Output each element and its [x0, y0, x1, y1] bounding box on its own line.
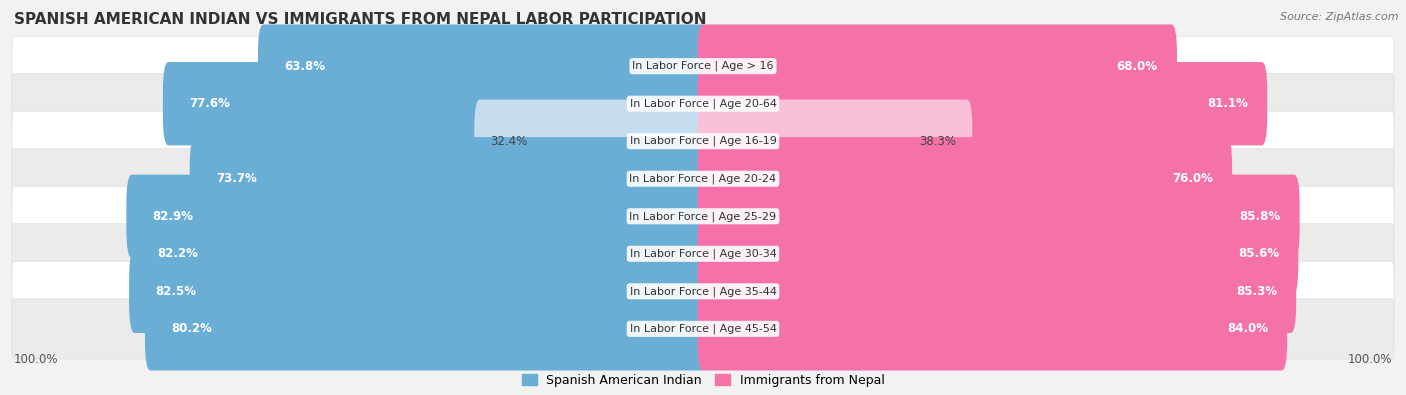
- Legend: Spanish American Indian, Immigrants from Nepal: Spanish American Indian, Immigrants from…: [516, 369, 890, 392]
- Text: 81.1%: 81.1%: [1208, 97, 1249, 110]
- Text: 85.6%: 85.6%: [1237, 247, 1279, 260]
- Text: 82.9%: 82.9%: [152, 210, 194, 223]
- Text: 82.2%: 82.2%: [157, 247, 198, 260]
- FancyBboxPatch shape: [697, 175, 1299, 258]
- Text: In Labor Force | Age 25-29: In Labor Force | Age 25-29: [630, 211, 776, 222]
- FancyBboxPatch shape: [697, 100, 973, 183]
- FancyBboxPatch shape: [13, 299, 1393, 359]
- Text: 68.0%: 68.0%: [1116, 60, 1157, 73]
- FancyBboxPatch shape: [13, 111, 1393, 171]
- Text: 76.0%: 76.0%: [1173, 172, 1213, 185]
- FancyBboxPatch shape: [697, 250, 1296, 333]
- FancyBboxPatch shape: [13, 36, 1393, 96]
- FancyBboxPatch shape: [163, 62, 709, 145]
- Text: SPANISH AMERICAN INDIAN VS IMMIGRANTS FROM NEPAL LABOR PARTICIPATION: SPANISH AMERICAN INDIAN VS IMMIGRANTS FR…: [14, 12, 707, 27]
- Text: In Labor Force | Age 16-19: In Labor Force | Age 16-19: [630, 136, 776, 147]
- Text: 63.8%: 63.8%: [284, 60, 325, 73]
- Text: In Labor Force | Age 35-44: In Labor Force | Age 35-44: [630, 286, 776, 297]
- FancyBboxPatch shape: [13, 186, 1393, 246]
- FancyBboxPatch shape: [13, 73, 1393, 134]
- Text: In Labor Force | Age 20-24: In Labor Force | Age 20-24: [630, 173, 776, 184]
- Text: 77.6%: 77.6%: [188, 97, 231, 110]
- Text: 100.0%: 100.0%: [1347, 353, 1392, 366]
- FancyBboxPatch shape: [474, 100, 709, 183]
- Text: 80.2%: 80.2%: [172, 322, 212, 335]
- Text: 85.8%: 85.8%: [1239, 210, 1281, 223]
- FancyBboxPatch shape: [257, 24, 709, 108]
- FancyBboxPatch shape: [190, 137, 709, 220]
- Text: 100.0%: 100.0%: [14, 353, 59, 366]
- Text: 84.0%: 84.0%: [1227, 322, 1268, 335]
- Text: In Labor Force | Age 45-54: In Labor Force | Age 45-54: [630, 324, 776, 334]
- FancyBboxPatch shape: [13, 224, 1393, 284]
- FancyBboxPatch shape: [129, 250, 709, 333]
- Text: In Labor Force | Age 30-34: In Labor Force | Age 30-34: [630, 248, 776, 259]
- Text: 38.3%: 38.3%: [920, 135, 956, 148]
- FancyBboxPatch shape: [697, 62, 1267, 145]
- Text: In Labor Force | Age 20-64: In Labor Force | Age 20-64: [630, 98, 776, 109]
- FancyBboxPatch shape: [697, 137, 1232, 220]
- Text: Source: ZipAtlas.com: Source: ZipAtlas.com: [1281, 12, 1399, 22]
- Text: 73.7%: 73.7%: [217, 172, 257, 185]
- Text: 85.3%: 85.3%: [1236, 285, 1277, 298]
- FancyBboxPatch shape: [13, 149, 1393, 209]
- FancyBboxPatch shape: [697, 212, 1298, 295]
- Text: 82.5%: 82.5%: [155, 285, 197, 298]
- Text: 32.4%: 32.4%: [491, 135, 527, 148]
- Text: In Labor Force | Age > 16: In Labor Force | Age > 16: [633, 61, 773, 71]
- FancyBboxPatch shape: [697, 287, 1288, 371]
- FancyBboxPatch shape: [13, 261, 1393, 322]
- FancyBboxPatch shape: [131, 212, 709, 295]
- FancyBboxPatch shape: [145, 287, 709, 371]
- FancyBboxPatch shape: [127, 175, 709, 258]
- FancyBboxPatch shape: [697, 24, 1177, 108]
